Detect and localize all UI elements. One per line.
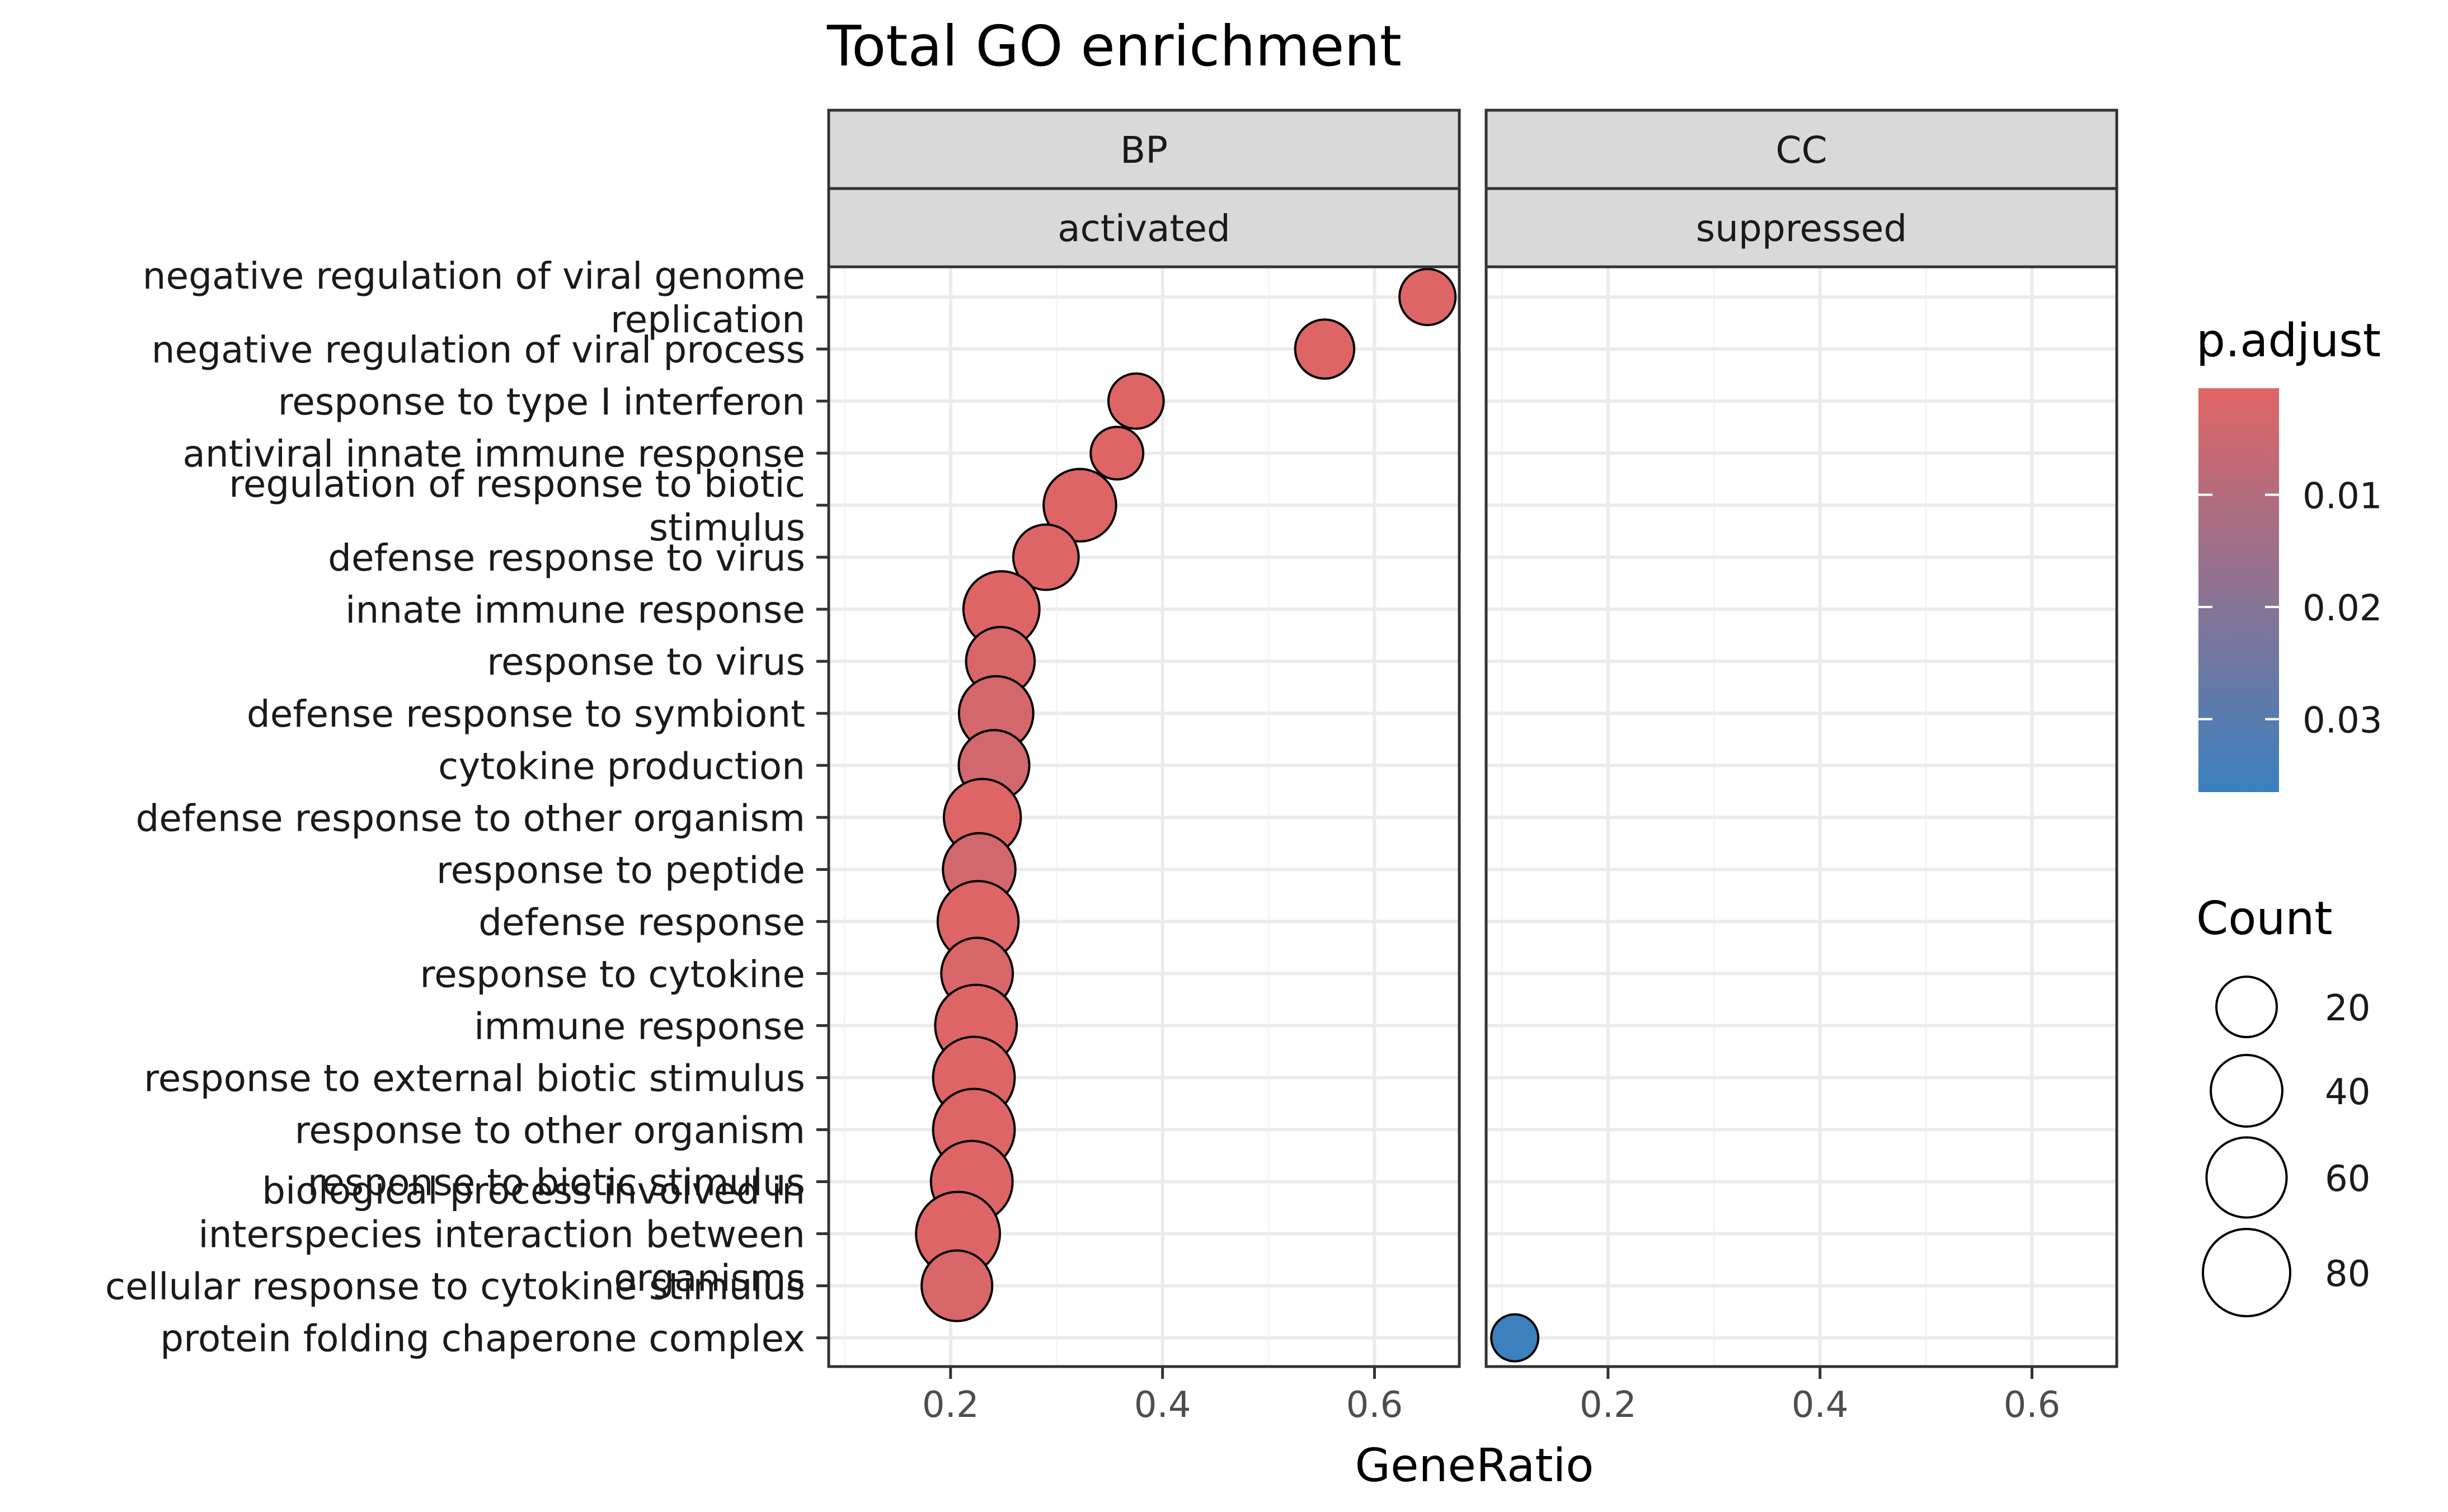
y-tick-label: cytokine production — [438, 745, 805, 788]
x-tick-label: 0.2 — [1580, 1384, 1637, 1426]
x-tick-label: 0.4 — [1792, 1384, 1849, 1426]
count-legend-label: 80 — [2325, 1254, 2370, 1295]
chart-title: Total GO enrichment — [826, 13, 1402, 79]
data-point — [1490, 1313, 1540, 1363]
count-legend-key — [2215, 976, 2278, 1038]
facet-strip-top-label: CC — [1775, 129, 1827, 172]
y-tick-label-line: antiviral innate immune response — [182, 432, 805, 475]
x-tick-label: 0.6 — [1346, 1384, 1403, 1426]
y-tick-label-line: regulation of response to biotic — [229, 463, 805, 506]
y-tick-label-line: response to external biotic stimulus — [144, 1057, 805, 1100]
count-legend-title: Count — [2196, 892, 2333, 945]
y-tick-label-line: innate immune response — [345, 588, 805, 632]
y-tick-label-line: response to cytokine — [420, 953, 805, 996]
y-tick-label: defense response to other organism — [136, 797, 805, 840]
y-tick-label-line: protein folding chaperone complex — [160, 1317, 805, 1360]
y-tick-label-line: stimulus — [649, 506, 805, 549]
y-tick-label: response to cytokine — [420, 953, 805, 996]
colorbar-tick-label: 0.01 — [2303, 476, 2383, 517]
y-tick-label: response to external biotic stimulus — [144, 1057, 805, 1100]
y-tick-label: response to biotic stimulus — [308, 1161, 805, 1204]
y-tick-label-line: replication — [610, 298, 805, 341]
x-tick-label: 0.6 — [2004, 1384, 2061, 1426]
y-tick-label-line: response to type I interferon — [278, 380, 805, 423]
x-tick-label: 0.4 — [1134, 1384, 1191, 1426]
y-tick-label: immune response — [474, 1005, 805, 1048]
data-point — [1398, 267, 1457, 327]
data-point — [1012, 523, 1080, 591]
y-tick-label-line: defense response to other organism — [136, 797, 805, 840]
count-legend: Count 20 40 60 80 — [2196, 892, 2370, 1317]
y-tick-label-line: cytokine production — [438, 745, 805, 788]
y-tick-label: innate immune response — [345, 588, 805, 632]
y-tick-label: response to other organism — [295, 1109, 805, 1152]
count-legend-key — [2202, 1228, 2291, 1317]
facet-strip-bottom — [1484, 187, 2118, 269]
y-axis: negative regulation of viral genome repli… — [105, 255, 829, 1360]
y-tick-label: negative regulation of viral process — [152, 328, 805, 371]
y-tick-label-line: cellular response to cytokine stimulus — [105, 1265, 805, 1308]
y-tick-label-line: negative regulation of viral genome — [143, 255, 805, 298]
y-tick-label: response to virus — [487, 640, 805, 684]
count-legend-key — [2210, 1054, 2283, 1128]
y-tick-label: biological process involved in interspeci… — [198, 1170, 805, 1300]
facet-strip-top — [827, 109, 1461, 190]
p-adjust-colorbar — [2198, 388, 2279, 792]
y-tick-label-line: negative regulation of viral process — [152, 328, 805, 371]
facet-strip-bottom-label: activated — [1058, 207, 1230, 250]
y-tick-label-line: response to other organism — [295, 1109, 805, 1152]
y-tick-label-line: organisms — [614, 1257, 805, 1300]
y-tick-label: response to type I interferon — [278, 380, 805, 423]
data-point — [1089, 426, 1145, 481]
y-tick-label-line: immune response — [474, 1005, 805, 1048]
count-legend-key — [2205, 1136, 2288, 1219]
panel-border — [1484, 265, 2118, 1368]
facet-strip-top-label: BP — [1120, 129, 1168, 172]
data-point — [1042, 468, 1117, 543]
y-tick-label-line: defense response — [478, 901, 805, 944]
x-axis-title: GeneRatio — [1355, 1439, 1594, 1492]
y-tick-label-line: response to biotic stimulus — [308, 1161, 805, 1204]
y-tick-label: response to peptide — [436, 849, 805, 892]
data-point — [1107, 372, 1165, 430]
count-legend-label: 40 — [2325, 1072, 2370, 1113]
y-tick-label-line: defense response to virus — [328, 536, 805, 580]
data-point — [1294, 318, 1356, 380]
y-tick-label: antiviral innate immune response — [182, 432, 805, 475]
y-tick-label: negative regulation of viral genome repli… — [143, 255, 805, 341]
facet-panel-cc: CC suppressed 0.2 0.4 0.6 — [1484, 109, 2118, 1426]
y-tick-label-line: biological process involved in — [262, 1170, 805, 1213]
count-legend-label: 20 — [2325, 988, 2370, 1029]
y-tick-label: defense response to symbiont — [247, 693, 805, 736]
count-legend-label: 60 — [2325, 1158, 2370, 1200]
y-tick-label: regulation of response to biotic stimulus — [229, 463, 805, 549]
facet-panel-bp: BP activated 0.2 0.4 0.6 — [827, 109, 1461, 1426]
y-tick-label: protein folding chaperone complex — [160, 1317, 805, 1360]
y-tick-label: defense response — [478, 901, 805, 944]
p-adjust-legend: p.adjust 0.01 0.02 0.03 — [2196, 314, 2383, 792]
colorbar-tick-label: 0.03 — [2303, 700, 2383, 742]
y-tick-label-line: defense response to symbiont — [247, 693, 805, 736]
facet-strip-bottom — [827, 187, 1461, 269]
colorbar-tick-label: 0.02 — [2303, 588, 2383, 629]
p-adjust-legend-title: p.adjust — [2196, 314, 2381, 368]
y-tick-label: cellular response to cytokine stimulus — [105, 1265, 805, 1308]
facet-strip-top — [1484, 109, 2118, 190]
y-tick-label: defense response to virus — [328, 536, 805, 580]
y-tick-label-line: interspecies interaction between — [198, 1213, 805, 1256]
y-tick-label-line: response to peptide — [436, 849, 805, 892]
facet-strip-bottom-label: suppressed — [1696, 207, 1907, 250]
data-point — [920, 1249, 994, 1322]
y-tick-label-line: response to virus — [487, 640, 805, 684]
facet-panels: BP activated 0.2 0.4 0.6 CC suppressed 0.2 0.4 0.… — [827, 109, 2118, 1426]
x-tick-label: 0.2 — [922, 1384, 979, 1426]
